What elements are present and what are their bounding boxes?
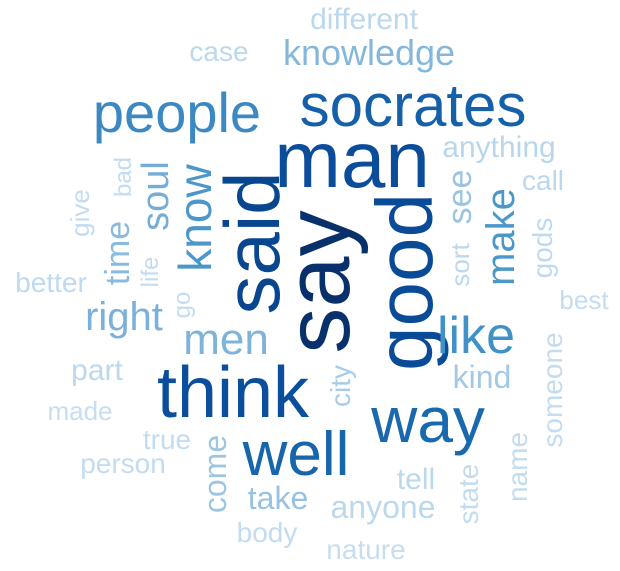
word-make: make bbox=[479, 188, 523, 286]
word-call: call bbox=[521, 165, 565, 196]
word-men: men bbox=[183, 315, 269, 364]
word-bad: bad bbox=[110, 156, 137, 198]
word-people: people bbox=[92, 81, 262, 144]
word-anyone: anyone bbox=[330, 489, 436, 525]
word-take: take bbox=[247, 480, 309, 516]
word-different: different bbox=[310, 3, 418, 36]
word-person: person bbox=[80, 448, 166, 479]
word-body: body bbox=[236, 517, 298, 548]
word-kind: kind bbox=[452, 359, 512, 395]
word-sort: sort bbox=[445, 243, 475, 287]
word-time: time bbox=[99, 220, 137, 286]
word-true: true bbox=[142, 424, 192, 455]
word-knowledge: knowledge bbox=[282, 32, 456, 73]
word-well: well bbox=[242, 420, 350, 489]
word-best: best bbox=[559, 285, 609, 315]
word-someone: someone bbox=[537, 332, 568, 448]
word-think: think bbox=[156, 353, 310, 433]
word-anything: anything bbox=[442, 131, 556, 164]
word-man: man bbox=[274, 115, 430, 204]
word-know: know bbox=[169, 164, 221, 272]
word-come: come bbox=[197, 434, 233, 514]
word-go: go bbox=[169, 291, 196, 319]
word-good: good bbox=[360, 193, 449, 371]
word-made: made bbox=[47, 396, 113, 426]
word-case: case bbox=[189, 36, 249, 67]
word-like: like bbox=[436, 307, 516, 365]
word-better: better bbox=[15, 267, 87, 298]
word-name: name bbox=[502, 431, 533, 503]
word-tell: tell bbox=[396, 463, 436, 496]
word-way: way bbox=[371, 384, 485, 456]
word-city: city bbox=[325, 365, 356, 407]
word-state: state bbox=[453, 463, 484, 525]
word-give: give bbox=[65, 189, 95, 237]
word-socrates: socrates bbox=[299, 72, 527, 139]
word-soul: soul bbox=[135, 161, 177, 231]
word-life: life bbox=[137, 256, 164, 288]
word-see: see bbox=[441, 169, 479, 225]
word-right: right bbox=[85, 295, 163, 339]
word-gods: gods bbox=[527, 217, 558, 279]
word-part: part bbox=[71, 354, 123, 387]
word-nature: nature bbox=[326, 534, 406, 565]
